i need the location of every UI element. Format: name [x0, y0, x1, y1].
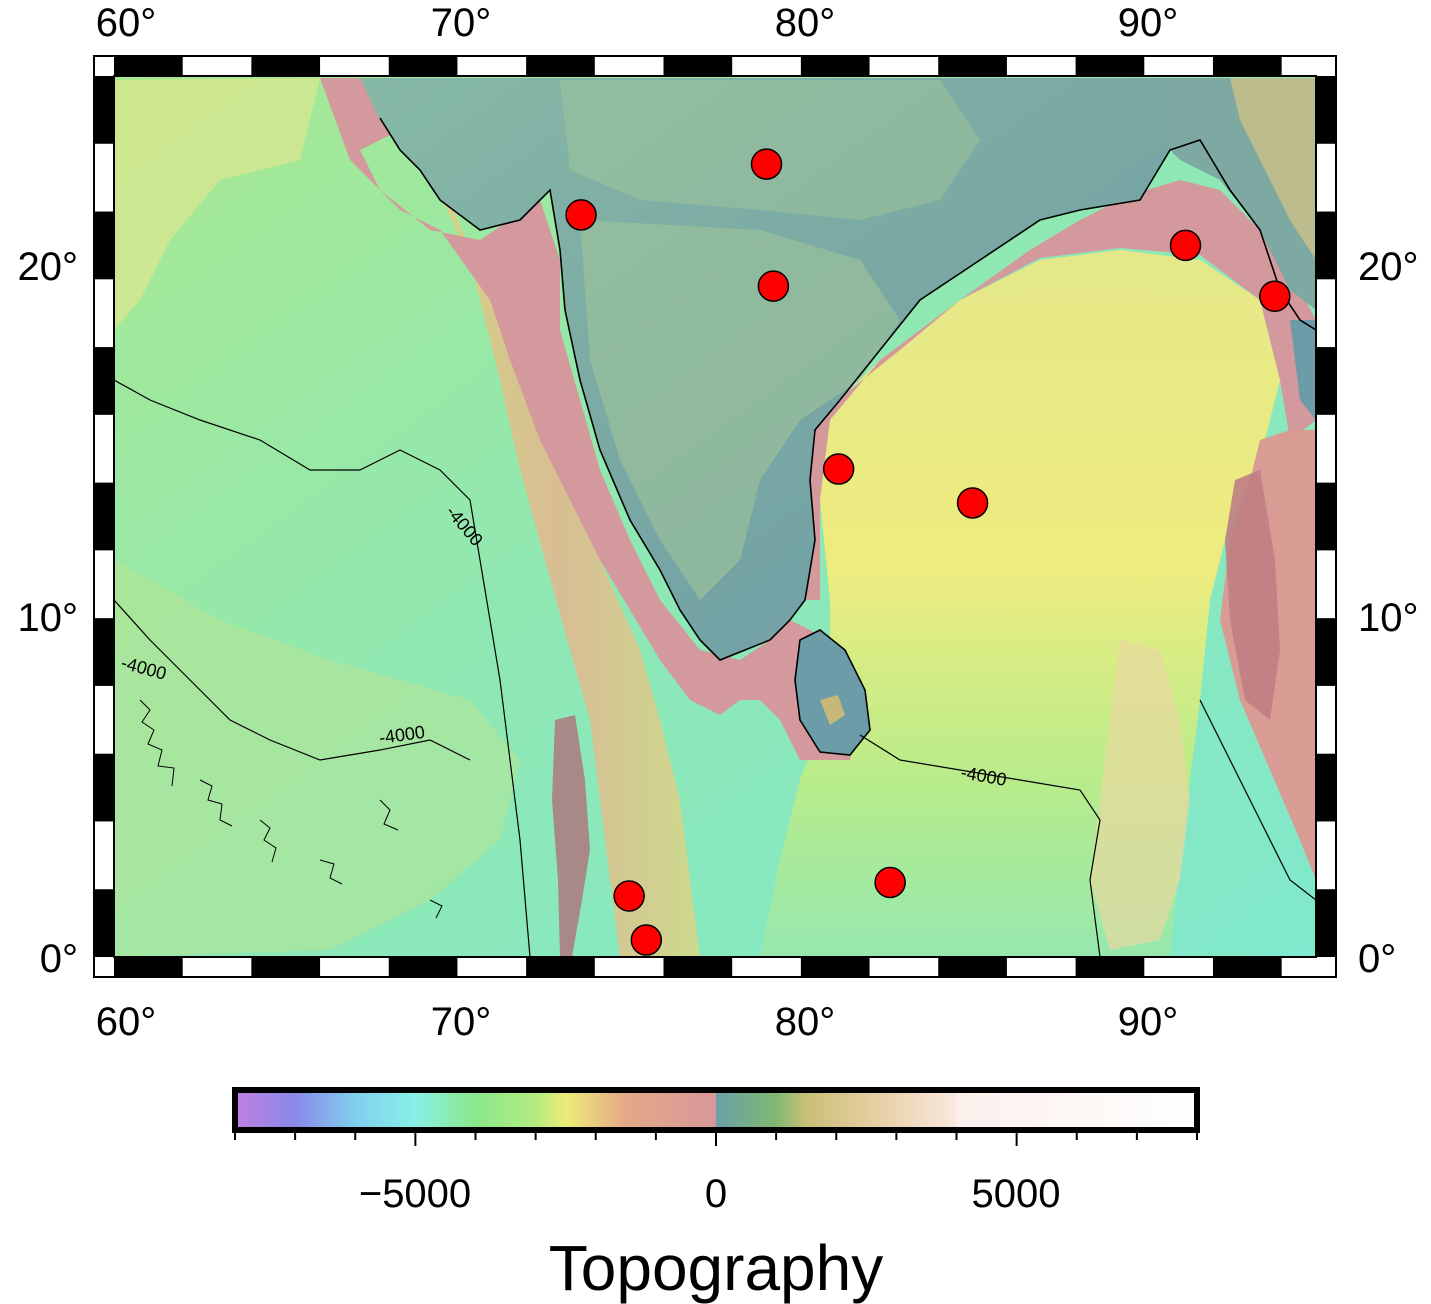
sri-lanka-coastline [794, 629, 871, 756]
frame-segment [114, 56, 183, 76]
frame-segment [1316, 211, 1336, 280]
frame-segment [1316, 889, 1336, 957]
frame-segment [94, 618, 114, 686]
frame-segment [1316, 753, 1336, 822]
frame-segment [388, 957, 458, 977]
frame-segment [251, 56, 321, 76]
colorbar-ticks [234, 1133, 1198, 1146]
station-marker [1259, 280, 1291, 312]
contour-4000-southwest [114, 599, 471, 761]
andaman-arc [1225, 470, 1280, 720]
frame-segment [1316, 482, 1336, 551]
frame-segment [526, 56, 595, 76]
station-markers [565, 148, 1291, 956]
map-frame [93, 55, 1337, 978]
map-body: -4000 -4000 -4000 -4000 60° 70° 80° 90° … [18, 1, 1419, 1044]
chagos-laccadive-ridge [420, 150, 700, 957]
frame-segment [94, 889, 114, 957]
continental-shelf [320, 78, 860, 760]
frame-inner-border [113, 75, 1317, 958]
left-lat-label: 20° [18, 245, 79, 289]
contour-wiggles [139, 699, 443, 919]
contour-4000-east [859, 734, 1101, 957]
colorbar-fill [235, 1090, 1197, 1130]
frame-segment [938, 56, 1007, 76]
frame-segment [1075, 56, 1145, 76]
bottom-lon-label: 80° [775, 1000, 836, 1044]
bottom-lon-label: 90° [1118, 1000, 1179, 1044]
top-lon-label: 60° [96, 1, 157, 45]
frame-segment [94, 482, 114, 551]
frame-segment [663, 957, 733, 977]
sri-lanka [795, 630, 870, 755]
bottom-lon-label: 70° [431, 1000, 492, 1044]
ninetyeast-ridge [1090, 640, 1190, 950]
colorbar-tick-label: 5000 [972, 1172, 1061, 1216]
frame-segment [938, 957, 1007, 977]
bottom-lon-label: 60° [96, 1000, 157, 1044]
left-lat-label: 10° [18, 596, 79, 640]
colorbar-outline [232, 1087, 1200, 1133]
contour-4000-west [114, 379, 531, 957]
station-marker [956, 487, 989, 519]
frame-segment [94, 347, 114, 415]
top-lon-label: 70° [431, 1, 492, 45]
axis-annotations: 60° 70° 80° 90° 60° 70° 80° 90° 0° 10° 2… [18, 1, 1419, 1044]
frame-segment [1075, 957, 1145, 977]
station-marker [630, 924, 663, 956]
colorbar-tick-label: −5000 [359, 1172, 471, 1216]
coastline [379, 117, 1316, 661]
arakan-yoma [1230, 78, 1316, 260]
colorbar-title: Topography [549, 1232, 883, 1304]
maldives-ridge [552, 715, 590, 957]
frame-segment [1316, 76, 1336, 144]
contour-4000-burma [1199, 699, 1316, 901]
frame-segment [1316, 618, 1336, 686]
top-lon-label: 90° [1118, 1, 1179, 45]
frame-segment [800, 56, 870, 76]
frame-outer-border [93, 55, 1337, 978]
frame-segment [1316, 347, 1336, 415]
frame-segment [94, 76, 114, 144]
station-marker [1169, 229, 1202, 262]
frame-segment [1212, 56, 1282, 76]
frame-segment [251, 957, 321, 977]
frame-segment [1212, 957, 1282, 977]
deccan-plateau [580, 220, 900, 600]
left-lat-label: 0° [40, 937, 78, 981]
station-marker [613, 880, 645, 912]
right-lat-label: 0° [1358, 937, 1396, 981]
sri-lanka-highlands [820, 695, 845, 725]
burma-coast-land [1290, 320, 1316, 420]
frame-segment [94, 753, 114, 822]
frame-segment [388, 56, 458, 76]
colorbar-tick-label: 0 [705, 1172, 727, 1216]
frame-segment [663, 56, 733, 76]
frame-segment [114, 957, 183, 977]
station-marker [750, 148, 783, 180]
station-marker [757, 270, 790, 302]
frame-segment [526, 957, 595, 977]
top-lon-label: 80° [775, 1, 836, 45]
arabian-sea-highs [114, 78, 320, 330]
station-marker [565, 199, 597, 231]
frame-segment [94, 211, 114, 280]
colorbar: −5000 0 5000 Topography [232, 1087, 1200, 1304]
right-lat-label: 10° [1358, 596, 1419, 640]
station-marker [822, 453, 855, 485]
station-marker [874, 866, 906, 899]
frame-segment [800, 957, 870, 977]
right-lat-label: 20° [1358, 245, 1419, 289]
